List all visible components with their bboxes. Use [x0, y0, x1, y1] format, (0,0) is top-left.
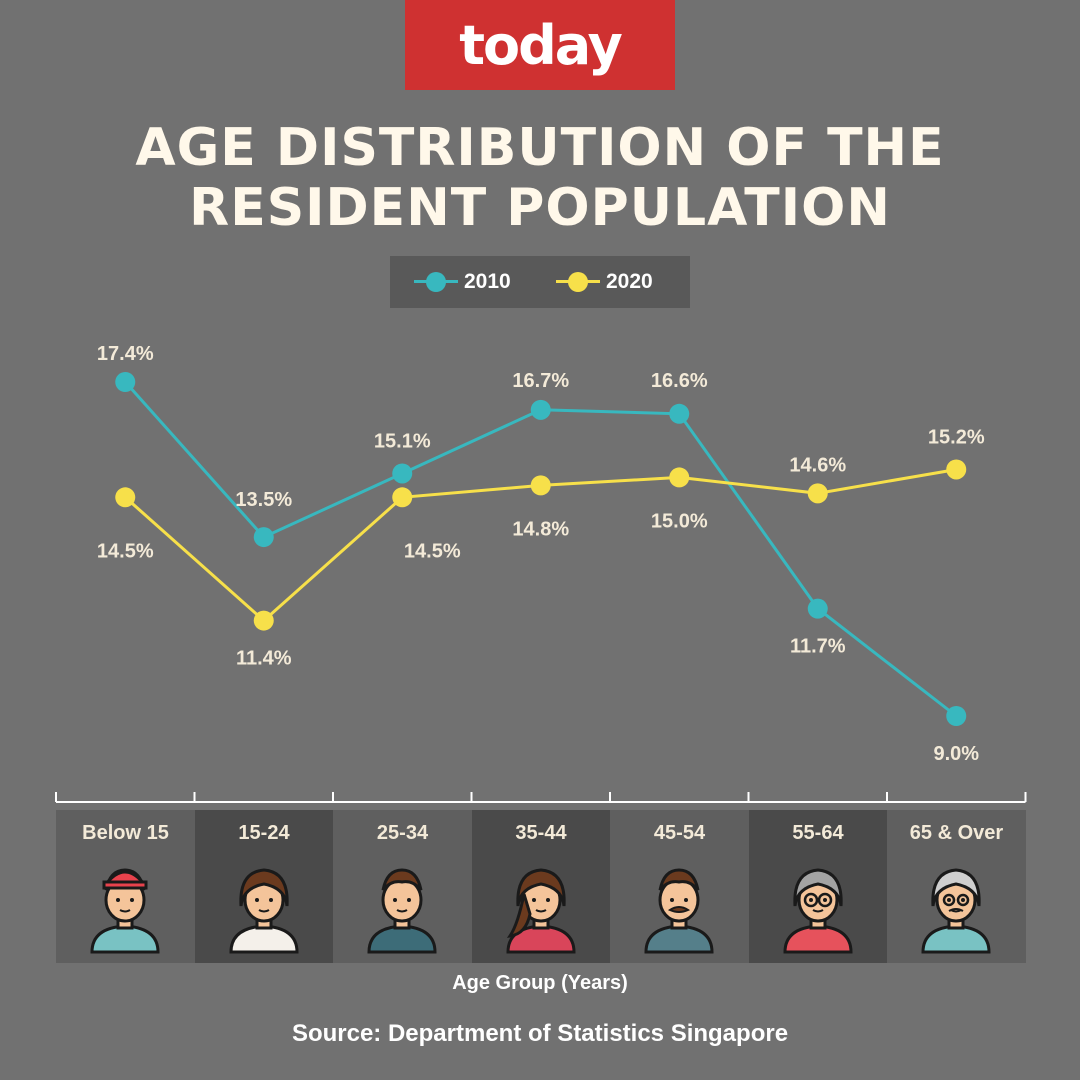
- data-point-2020: [115, 487, 136, 508]
- category-label: 45-54: [653, 822, 706, 844]
- data-label-2010: 16.7%: [512, 370, 569, 392]
- data-label-2020: 14.5%: [97, 540, 154, 562]
- category-label: 25-34: [376, 822, 429, 844]
- category-tile: 25-34: [333, 810, 472, 963]
- legend-swatch-2010: [414, 256, 458, 308]
- data-point-2010: [392, 463, 413, 484]
- data-point-2010: [946, 706, 967, 726]
- data-label-2010: 15.1%: [374, 430, 431, 452]
- data-label-2020: 14.8%: [512, 518, 569, 540]
- category-label: 35-44: [515, 822, 567, 844]
- category-label: 15-24: [238, 822, 290, 844]
- category-tile: 15-24: [194, 810, 334, 963]
- category-label: 55-64: [792, 822, 844, 844]
- data-label-2020: 15.0%: [651, 510, 708, 532]
- legend-dot-2020: [568, 272, 588, 292]
- category-label: 65 & Over: [909, 822, 1004, 844]
- data-point-2010: [530, 399, 551, 420]
- data-point-2020: [807, 483, 828, 504]
- data-label-2010: 16.6%: [651, 370, 708, 392]
- category-label: Below 15: [82, 822, 169, 844]
- legend-item-2010: 2010: [414, 256, 511, 308]
- legend: 2010 2020: [390, 256, 690, 308]
- source-note: Source: Department of Statistics Singapo…: [291, 1020, 789, 1047]
- data-point-2020: [530, 475, 551, 496]
- man-mustache-icon: [644, 868, 714, 954]
- data-label-2010: 11.7%: [790, 636, 846, 658]
- legend-label-2010: 2010: [464, 270, 511, 293]
- chart-title-line-1: AGE DISTRIBUTION OF THE: [135, 118, 945, 178]
- category-tile: 55-64: [748, 810, 888, 963]
- data-label-2020: 11.4%: [236, 648, 292, 670]
- young-man-icon: [367, 868, 437, 954]
- boy-cap-icon: [90, 868, 160, 954]
- x-axis-label: Age Group (Years): [452, 972, 628, 994]
- data-point-2010: [115, 372, 136, 392]
- elderly-man-icon: [921, 868, 991, 954]
- legend-dot-2010: [426, 272, 446, 292]
- data-label-2020: 15.2%: [928, 426, 985, 448]
- legend-item-2020: 2020: [556, 256, 653, 308]
- data-label-2020: 14.6%: [789, 454, 846, 476]
- data-point-2020: [253, 610, 274, 631]
- data-point-2010: [253, 527, 274, 548]
- category-tile: 35-44: [471, 810, 611, 963]
- category-tile: 45-54: [610, 810, 749, 963]
- today-logo: today: [405, 0, 675, 90]
- legend-swatch-2020: [556, 256, 600, 308]
- legend-label-2020: 2020: [606, 270, 653, 293]
- data-label-2020: 14.5%: [404, 540, 461, 562]
- young-woman-icon: [228, 868, 299, 954]
- data-point-2020: [946, 459, 967, 480]
- category-tile: 65 & Over: [887, 810, 1026, 963]
- data-label-2010: 9.0%: [933, 743, 979, 765]
- chart-title: AGE DISTRIBUTION OF THE RESIDENT POPULAT…: [0, 118, 1080, 238]
- data-point-2020: [669, 467, 690, 488]
- data-point-2010: [807, 598, 828, 619]
- data-label-2010: 13.5%: [235, 489, 292, 511]
- data-point-2010: [669, 403, 690, 424]
- older-woman-glasses-icon: [782, 868, 853, 954]
- data-point-2020: [392, 487, 413, 508]
- chart-title-line-2: RESIDENT POPULATION: [189, 178, 891, 238]
- data-label-2010: 17.4%: [97, 343, 154, 365]
- woman-long-hair-icon: [505, 868, 576, 954]
- category-tile: Below 15: [56, 810, 195, 963]
